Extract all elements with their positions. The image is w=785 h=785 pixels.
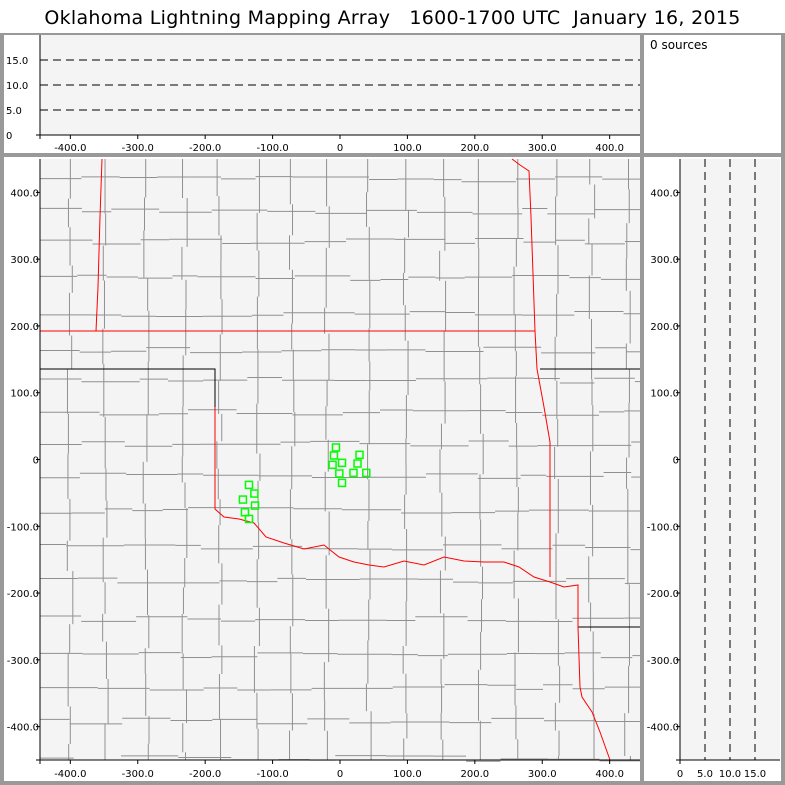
source-marker [244,514,254,524]
y-tick-label: 300.0 [650,255,679,266]
y-tick-label: 200.0 [10,322,39,333]
plan-view-panel: -400.0 -300.0 -200.0 -100.0 0 100.0 200.0 300.0… [4,157,640,781]
x-tick-label: 15.0 [744,769,766,780]
x-tick-label: 400.0 [595,143,624,153]
source-marker [362,468,371,478]
x-tick-label: 400.0 [595,769,624,780]
y-tick-label: -100.0 [7,522,39,533]
x-tick-label: -400.0 [54,769,86,780]
y-tick-label: -300.0 [647,656,679,667]
y-tick-label: 400.0 [10,188,39,199]
source-marker [349,468,358,478]
y-tick-label: 0 [673,456,679,467]
x-tick-label: 200.0 [461,143,490,153]
x-tick-label: 200.0 [461,769,490,780]
source-marker [331,443,341,452]
y-tick-label: 300.0 [10,255,39,266]
x-tick-label: -100.0 [256,143,288,153]
sources-box: 0 sources [644,35,781,153]
oklahoma-east-border [511,158,551,577]
chart-title: Oklahoma Lightning Mapping Array 1600-17… [0,0,785,33]
source-marker [250,501,260,510]
y-tick-label: -400.0 [647,723,679,734]
y-tick-label: 200.0 [650,322,679,333]
x-tick-label: -300.0 [122,143,154,153]
x-tick-label: -400.0 [54,143,86,153]
y-tick-label: 15.0 [6,56,28,67]
source-marker [238,495,248,504]
y-tick-label: -300.0 [7,656,39,667]
x-tick-label: 0 [337,143,343,153]
y-tick-label: 0 [33,456,39,467]
source-marker [337,478,347,488]
x-tick-label: 300.0 [528,143,557,153]
y-tick-label: -200.0 [7,589,39,600]
x-tick-label: -200.0 [189,769,221,780]
x-tick-label: 300.0 [528,769,557,780]
county-borders [40,159,640,762]
y-tick-label: 100.0 [10,389,39,400]
source-marker [329,451,339,460]
texas-panhandle-border [40,368,216,407]
source-marker [353,459,362,468]
x-tick-label: 10.0 [719,769,741,780]
altitude-panel: -400.0 -300.0 -200.0 -100.0 0 100.0 200.0 300.0… [4,35,640,153]
y-tick-label: -100.0 [647,522,679,533]
x-tick-label: 5.0 [697,769,713,780]
source-marker [244,480,254,490]
y-tick-label: 10.0 [6,81,28,92]
x-tick-label: 100.0 [393,143,422,153]
source-marker [355,450,364,460]
red-river-border [214,407,611,761]
source-marker [250,489,259,498]
x-tick-label: 0 [677,769,683,780]
x-tick-label: 100.0 [393,769,422,780]
y-tick-label: 0 [6,131,12,142]
x-tick-label: -200.0 [189,143,221,153]
y-tick-label: 100.0 [650,389,679,400]
x-tick-label: -300.0 [122,769,154,780]
x-tick-label: -100.0 [256,769,288,780]
y-tick-label: -200.0 [647,589,679,600]
sources-count: 0 sources [650,38,708,52]
y-tick-label: 400.0 [650,188,679,199]
north-south-panel: 0 5.0 10.0 15.0 -400.0 -300.0 -200.0 -100.0 0 100… [644,157,781,781]
source-marker [335,469,344,478]
x-tick-label: 0 [337,769,343,780]
source-marker [337,458,347,468]
source-marker [328,460,337,470]
y-tick-label: -400.0 [7,723,39,734]
y-tick-label: 5.0 [6,106,22,117]
colorado-kansas-border [95,158,103,332]
